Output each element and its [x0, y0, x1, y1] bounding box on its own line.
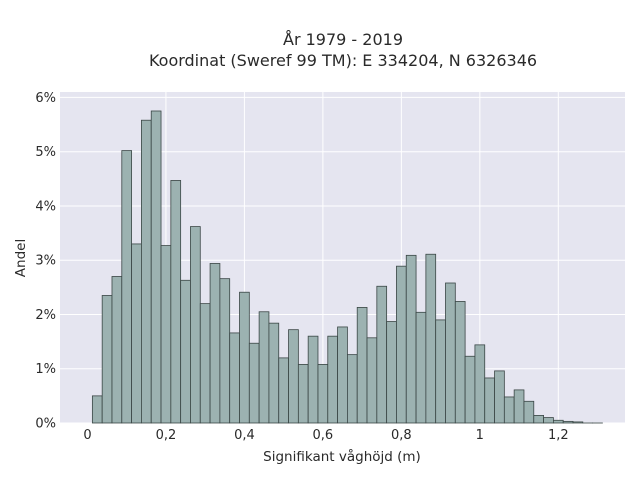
histogram-bar — [209, 263, 221, 424]
histogram-bar — [268, 322, 280, 424]
y-axis-ticks: 0% 1% 2% 3% 4% 5% 6% — [35, 91, 56, 432]
histogram-bar — [464, 355, 476, 424]
histogram-bar — [503, 396, 515, 424]
histogram-bar — [356, 307, 368, 424]
histogram-bar — [337, 326, 348, 424]
histogram-bar — [307, 335, 319, 424]
chart-title-line-2: Koordinat (Sweref 99 TM): E 334204, N 63… — [149, 51, 537, 70]
histogram-bar — [347, 354, 358, 424]
histogram-bar — [248, 342, 260, 424]
y-tick-label: 5% — [35, 145, 56, 160]
histogram-bar — [170, 180, 182, 424]
x-tick-label: 1 — [476, 428, 484, 443]
histogram-bar — [160, 245, 172, 424]
x-axis-label: Signifikant våghöjd (m) — [263, 448, 421, 465]
y-tick-label: 1% — [35, 362, 56, 377]
chart-title-line-1: År 1979 - 2019 — [283, 30, 403, 49]
histogram-bar — [239, 291, 250, 424]
histogram-bar — [454, 301, 466, 424]
histogram-bar — [543, 417, 554, 424]
histogram-bar — [258, 311, 270, 424]
x-tick-label: 0,2 — [156, 428, 177, 443]
histogram-bar — [131, 243, 142, 424]
histogram-bar — [572, 421, 584, 424]
y-tick-label: 2% — [35, 308, 56, 323]
histogram-bar — [405, 254, 417, 424]
y-tick-label: 6% — [35, 91, 56, 106]
histogram-bar — [190, 226, 201, 424]
histogram-bar — [533, 415, 544, 424]
histogram-bar — [415, 311, 427, 424]
histogram-bar — [396, 265, 407, 424]
histogram-bar — [474, 344, 486, 424]
x-tick-label: 0,6 — [313, 428, 334, 443]
y-tick-label: 0% — [35, 417, 56, 432]
histogram-bar — [288, 329, 299, 424]
histogram-bar — [376, 285, 388, 424]
x-axis-ticks: 0 0,2 0,4 0,6 0,8 1 1,2 — [83, 428, 568, 443]
histogram-bar — [327, 335, 338, 424]
y-tick-label: 3% — [35, 254, 56, 269]
y-axis-label: Andel — [13, 239, 29, 277]
histogram-bar — [366, 337, 378, 424]
histogram-bar — [317, 363, 329, 424]
histogram-bar — [111, 276, 123, 424]
histogram-bar — [562, 420, 574, 424]
x-tick-label: 0 — [83, 428, 91, 443]
histogram-bar — [229, 332, 240, 424]
histogram-bar — [425, 253, 437, 424]
x-tick-label: 0,8 — [391, 428, 412, 443]
histogram-bar — [278, 357, 289, 424]
x-tick-label: 1,2 — [548, 428, 569, 443]
histogram-bar — [435, 319, 446, 424]
histogram-bar — [180, 279, 191, 424]
histogram-bar — [386, 321, 397, 424]
histogram-bar — [219, 278, 231, 424]
y-tick-label: 4% — [35, 199, 56, 214]
histogram-bar — [141, 119, 152, 424]
histogram-bar — [552, 419, 564, 424]
histogram-bar — [297, 363, 309, 424]
histogram-bar — [445, 282, 456, 424]
histogram-bar — [484, 377, 495, 424]
histogram-bar — [199, 303, 211, 424]
histogram-bars — [91, 110, 603, 424]
histogram-bar — [513, 389, 525, 424]
histogram-bar — [523, 400, 535, 424]
histogram-bar — [101, 295, 113, 424]
histogram-bar — [91, 395, 103, 424]
x-tick-label: 0,4 — [234, 428, 255, 443]
histogram-bar — [121, 150, 133, 424]
histogram-bar — [494, 370, 505, 424]
histogram-bar — [150, 110, 162, 424]
